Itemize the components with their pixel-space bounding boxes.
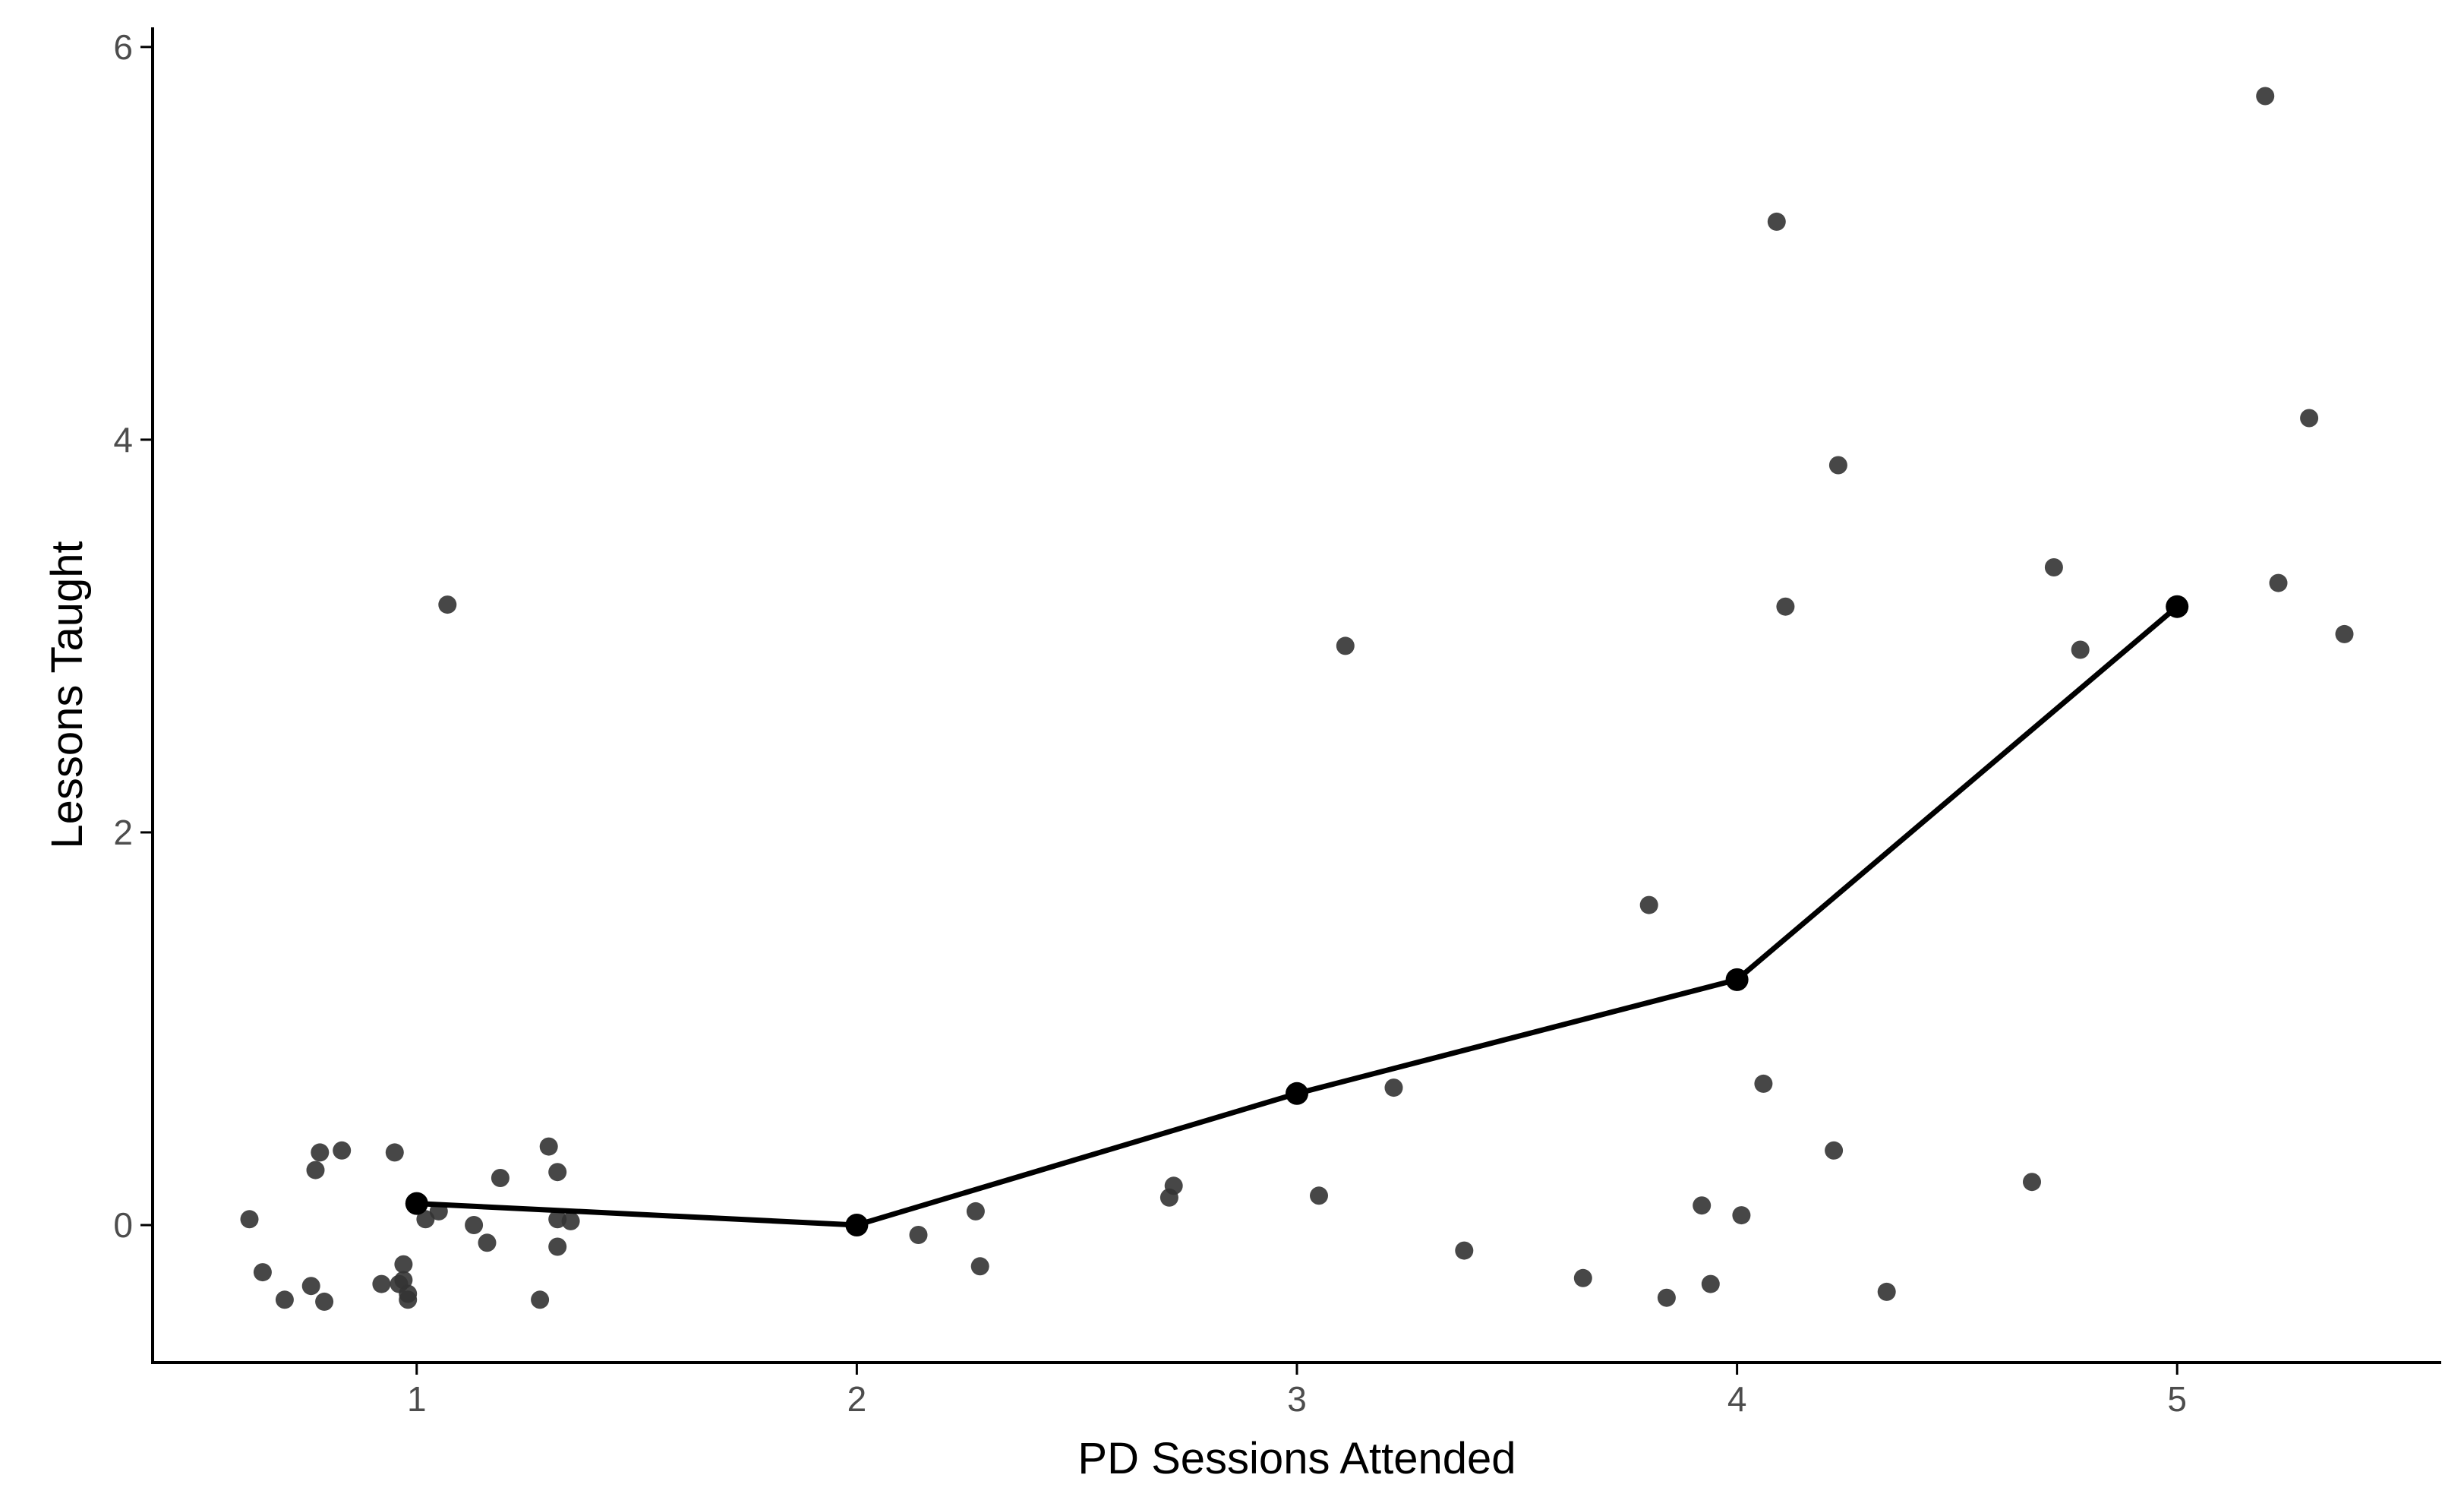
axes [151,27,2441,1364]
data-point [1754,1074,1773,1093]
data-point [909,1226,928,1244]
data-point [539,1137,558,1156]
data-point [399,1290,418,1309]
data-point [253,1263,272,1282]
data-point [1828,456,1847,475]
y-tick-label: 0 [113,1205,133,1245]
data-point [2071,640,2090,659]
data-point [372,1274,391,1293]
mean-line-layer [405,595,2189,1236]
data-point [1639,895,1658,914]
mean-point [1286,1082,1308,1105]
mean-point [405,1192,428,1215]
data-point [548,1237,567,1256]
x-tick-label: 3 [1287,1379,1307,1419]
data-point [301,1277,320,1296]
y-ticks: 0 2 4 6 [113,27,153,1245]
data-point [2300,409,2319,428]
data-point [2335,624,2354,643]
mean-point [1725,968,1749,991]
y-tick-label: 2 [113,813,133,852]
data-point [311,1143,330,1162]
data-point [966,1202,985,1221]
data-point [1310,1186,1328,1205]
data-point [1767,212,1786,231]
data-point [1657,1288,1676,1307]
data-point [385,1143,404,1162]
y-tick-label: 4 [113,420,133,459]
mean-point [845,1214,869,1236]
data-point [240,1210,259,1229]
data-point [561,1211,580,1230]
x-ticks: 1 2 3 4 5 [407,1363,2187,1419]
y-axis-title: Lessons Taught [43,541,92,848]
x-tick-label: 2 [847,1379,867,1419]
data-point [1384,1078,1403,1097]
data-point [306,1161,325,1179]
data-point [548,1163,567,1182]
data-point [438,595,457,614]
data-point [1877,1282,1896,1301]
x-tick-label: 1 [407,1379,427,1419]
x-axis-title: PD Sessions Attended [1077,1434,1516,1483]
mean-line [416,605,2179,1228]
data-point [2023,1173,2041,1192]
data-point [2044,558,2063,576]
x-tick-label: 4 [1727,1379,1747,1419]
data-point [2269,573,2288,592]
data-point [1455,1241,1474,1260]
data-point [1701,1274,1720,1293]
data-point [394,1271,413,1290]
data-point [1693,1196,1712,1215]
data-point [1732,1206,1751,1225]
data-point [970,1257,989,1276]
data-point [333,1141,352,1160]
data-point [1825,1141,1844,1160]
data-point [531,1290,550,1309]
data-point [2256,87,2275,106]
jitter-points-layer [240,87,2354,1311]
data-point [1164,1176,1183,1195]
data-point [315,1292,334,1311]
mean-point [2166,595,2189,618]
data-point [491,1169,510,1187]
data-point [478,1233,497,1252]
data-point [465,1216,484,1234]
y-tick-label: 6 [113,27,133,67]
data-point [1573,1268,1592,1287]
data-point [394,1255,413,1274]
x-tick-label: 5 [2167,1379,2187,1419]
data-point [1336,636,1355,655]
data-point [416,1210,435,1229]
data-point [275,1290,294,1309]
data-point [1776,597,1795,616]
